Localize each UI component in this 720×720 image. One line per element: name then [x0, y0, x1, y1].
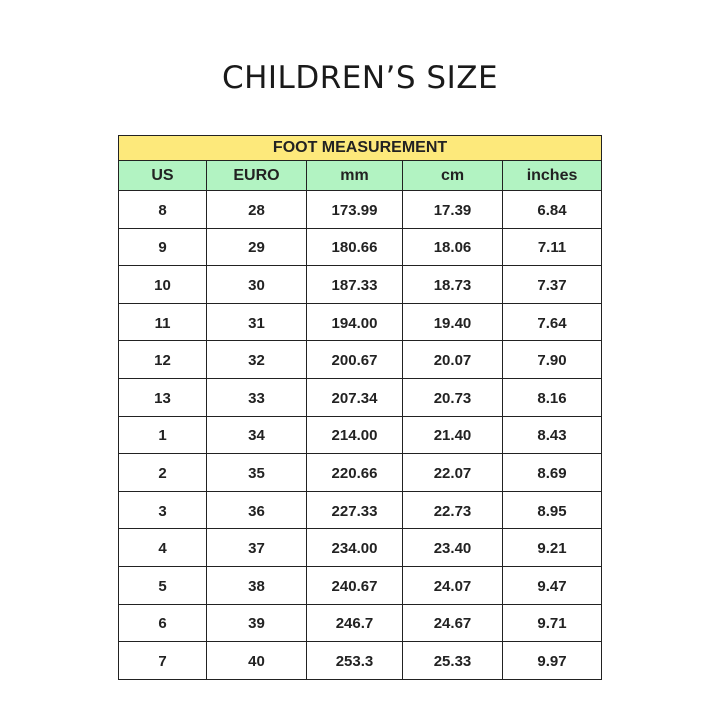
- column-header-mm: mm: [306, 160, 403, 191]
- cell-mm: 227.33: [306, 490, 403, 530]
- cell-mm: 207.34: [306, 377, 403, 417]
- cell-inches: 9.21: [501, 528, 603, 567]
- table-caption: FOOT MEASUREMENT: [117, 135, 603, 161]
- cell-cm: 17.39: [402, 190, 503, 229]
- cell-mm: 194.00: [306, 302, 403, 342]
- table-body: 8 28 173.99 17.39 6.84 9 29 180.66 18.06 7.11 10 30…: [118, 190, 603, 680]
- cell-cm: 22.07: [402, 453, 503, 492]
- cell-mm: 234.00: [306, 528, 403, 567]
- cell-inches: 9.47: [501, 565, 603, 605]
- cell-us: 11: [118, 302, 207, 342]
- table-row: 2 35 220.66 22.07 8.69: [118, 453, 603, 492]
- cell-euro: 29: [206, 227, 307, 267]
- cell-euro: 40: [206, 641, 307, 680]
- cell-cm: 19.40: [402, 302, 503, 342]
- cell-cm: 20.07: [402, 340, 503, 379]
- cell-inches: 7.64: [501, 302, 603, 342]
- cell-mm: 220.66: [306, 453, 403, 492]
- cell-us: 9: [118, 227, 207, 267]
- cell-us: 5: [118, 565, 207, 605]
- cell-euro: 30: [206, 265, 307, 304]
- cell-inches: 9.97: [501, 641, 603, 680]
- cell-inches: 7.11: [501, 227, 603, 267]
- table-row: 11 31 194.00 19.40 7.64: [118, 302, 603, 342]
- cell-mm: 214.00: [306, 415, 403, 455]
- page-title: CHILDREN’S SIZE: [221, 60, 499, 96]
- cell-euro: 37: [206, 528, 307, 567]
- cell-inches: 8.43: [501, 415, 603, 455]
- table-row: 7 40 253.3 25.33 9.97: [118, 641, 603, 680]
- cell-euro: 36: [206, 490, 307, 530]
- cell-euro: 33: [206, 377, 307, 417]
- table-row: 3 36 227.33 22.73 8.95: [118, 490, 603, 530]
- cell-us: 4: [118, 528, 207, 567]
- cell-mm: 253.3: [306, 641, 403, 680]
- cell-inches: 8.69: [501, 453, 603, 492]
- cell-euro: 31: [206, 302, 307, 342]
- cell-cm: 21.40: [402, 415, 503, 455]
- cell-mm: 200.67: [306, 340, 403, 379]
- cell-us: 1: [118, 415, 207, 455]
- cell-inches: 8.95: [501, 490, 603, 530]
- cell-euro: 38: [206, 565, 307, 605]
- cell-euro: 35: [206, 453, 307, 492]
- column-header-us: US: [118, 160, 207, 191]
- cell-mm: 187.33: [306, 265, 403, 304]
- cell-us: 6: [118, 603, 207, 643]
- table-row: 4 37 234.00 23.40 9.21: [118, 528, 603, 567]
- cell-inches: 6.84: [501, 190, 603, 229]
- cell-cm: 18.73: [402, 265, 503, 304]
- cell-us: 3: [118, 490, 207, 530]
- cell-inches: 8.16: [501, 377, 603, 417]
- table-row: 10 30 187.33 18.73 7.37: [118, 265, 603, 304]
- cell-mm: 173.99: [306, 190, 403, 229]
- table-row: 8 28 173.99 17.39 6.84: [118, 190, 603, 229]
- cell-euro: 32: [206, 340, 307, 379]
- cell-euro: 39: [206, 603, 307, 643]
- table-row: 13 33 207.34 20.73 8.16: [118, 377, 603, 417]
- cell-cm: 18.06: [402, 227, 503, 267]
- cell-cm: 23.40: [402, 528, 503, 567]
- column-header-inches: inches: [501, 160, 603, 191]
- cell-mm: 240.67: [306, 565, 403, 605]
- cell-cm: 24.67: [402, 603, 503, 643]
- cell-us: 2: [118, 453, 207, 492]
- cell-mm: 246.7: [306, 603, 403, 643]
- cell-us: 10: [118, 265, 207, 304]
- header-row: US EURO mm cm inches: [118, 160, 603, 191]
- cell-us: 8: [118, 190, 207, 229]
- cell-cm: 24.07: [402, 565, 503, 605]
- table-row: 5 38 240.67 24.07 9.47: [118, 565, 603, 605]
- size-table: FOOT MEASUREMENT US EURO mm cm inches 8 28 173…: [117, 135, 603, 680]
- column-header-euro: EURO: [206, 160, 307, 191]
- table-row: 9 29 180.66 18.06 7.11: [118, 227, 603, 267]
- column-header-cm: cm: [402, 160, 503, 191]
- cell-us: 7: [118, 641, 207, 680]
- table-row: 6 39 246.7 24.67 9.71: [118, 603, 603, 643]
- cell-us: 13: [118, 377, 207, 417]
- cell-us: 12: [118, 340, 207, 379]
- cell-cm: 25.33: [402, 641, 503, 680]
- cell-mm: 180.66: [306, 227, 403, 267]
- cell-euro: 34: [206, 415, 307, 455]
- cell-euro: 28: [206, 190, 307, 229]
- cell-inches: 7.90: [501, 340, 603, 379]
- cell-cm: 22.73: [402, 490, 503, 530]
- cell-cm: 20.73: [402, 377, 503, 417]
- table-row: 12 32 200.67 20.07 7.90: [118, 340, 603, 379]
- cell-inches: 9.71: [501, 603, 603, 643]
- cell-inches: 7.37: [501, 265, 603, 304]
- table-row: 1 34 214.00 21.40 8.43: [118, 415, 603, 455]
